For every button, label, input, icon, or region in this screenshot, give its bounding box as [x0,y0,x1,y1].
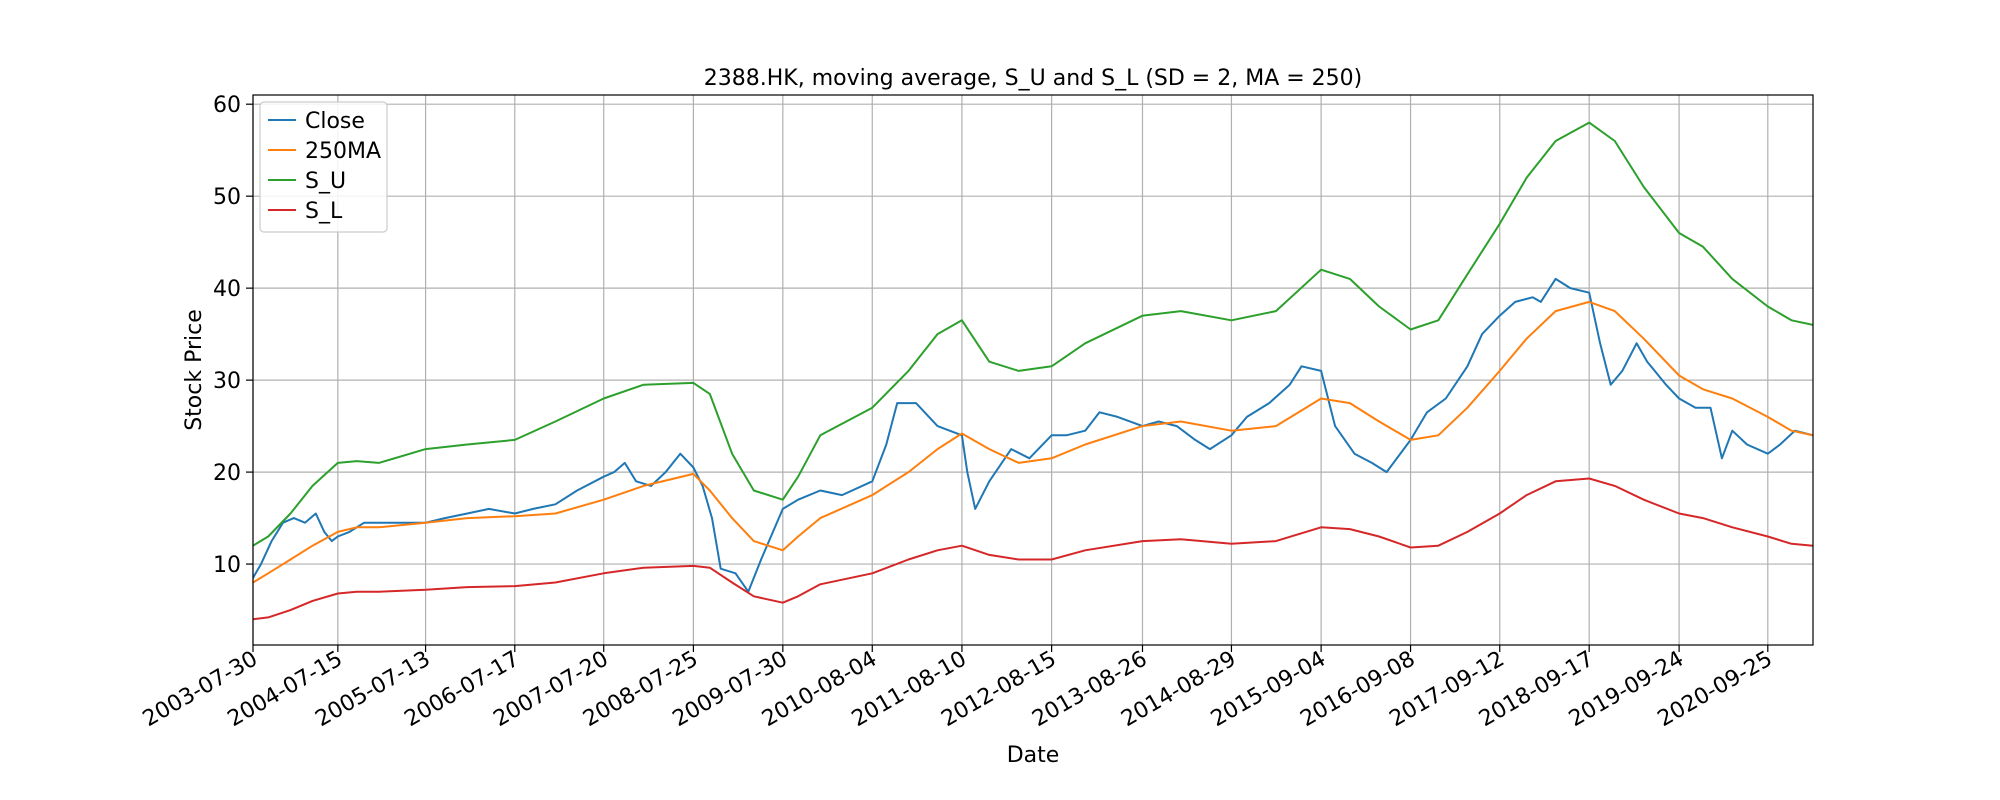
legend-label: Close [305,109,365,134]
series-line-s-l [253,477,1813,621]
series-line-s-u [253,121,1813,547]
series-lines [253,121,1813,621]
y-tick-label: 30 [213,369,241,394]
y-axis-label: Stock Price [182,309,207,431]
grid [252,95,1813,645]
series-line-close [253,277,1813,593]
y-tick-label: 40 [213,277,241,302]
y-tick-label: 60 [213,93,241,118]
series-line-250ma [253,300,1813,584]
y-tick-label: 10 [213,553,241,578]
legend: Close 250MA S_U S_L [259,101,388,233]
plot-frame [252,94,1814,646]
legend-label: S_U [305,169,346,194]
legend-box [259,101,388,233]
legend-label: S_L [305,199,343,224]
chart-title: 2388.HK, moving average, S_U and S_L (SD… [704,66,1363,91]
legend-label: 250MA [305,139,381,164]
y-tick-label: 20 [213,461,241,486]
y-tick-label: 50 [213,185,241,210]
x-axis-label: Date [1007,743,1060,768]
